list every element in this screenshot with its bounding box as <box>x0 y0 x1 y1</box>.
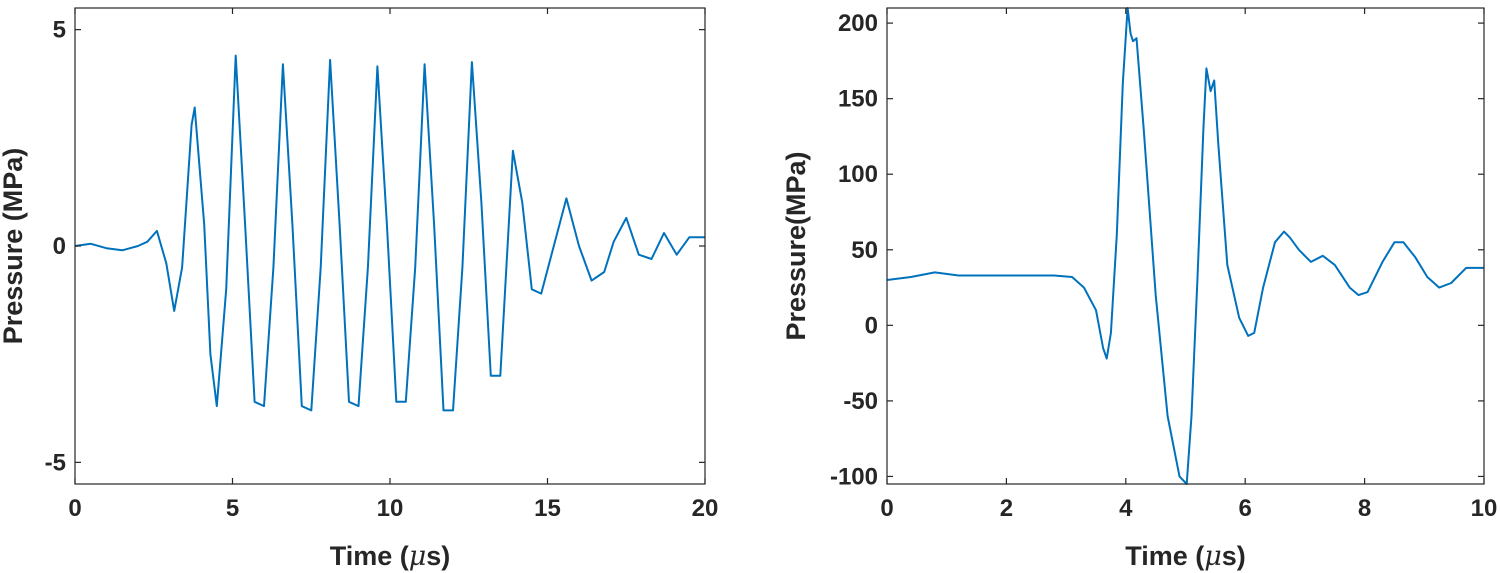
left-pressure-series-line <box>74 54 705 412</box>
left-y-tick-label: 5 <box>53 17 66 44</box>
right-x-axis-label-text: Time ( <box>1125 541 1204 571</box>
right-y-tick-label: -50 <box>843 388 878 415</box>
left-x-tick-label: 5 <box>226 495 239 522</box>
left-x-tick-label: 15 <box>534 495 561 522</box>
left-axes-frame <box>74 7 706 485</box>
right-x-tick-label: 0 <box>880 495 893 522</box>
left-x-axis-label-mu: μ <box>409 541 427 572</box>
left-x-tick-label: 0 <box>68 495 81 522</box>
right-x-tick-label: 4 <box>1119 495 1133 522</box>
right-x-axis-label-mu: μ <box>1204 541 1222 572</box>
right-x-tick-label: 6 <box>1239 495 1252 522</box>
right-x-tick-label: 8 <box>1358 495 1371 522</box>
left-y-tick-label: -5 <box>45 449 66 476</box>
right-y-tick-label: -100 <box>830 463 878 490</box>
left-y-axis-label: Pressure (MPa) <box>0 148 28 345</box>
right-y-tick-label: 50 <box>851 237 878 264</box>
right-x-tick-label: 10 <box>1471 495 1498 522</box>
right-pressure-series-line <box>886 7 1484 485</box>
right-y-tick-label: 150 <box>838 86 878 113</box>
right-y-tick-label: 0 <box>865 312 878 339</box>
right-y-tick-label: 100 <box>838 161 878 188</box>
right-x-axis-label: Time (μs) <box>1125 541 1246 572</box>
right-chart: 0 2 4 6 8 10 -100 -50 0 50 100 150 200 Time (μs) Press… <box>781 7 1498 572</box>
right-y-axis-label: Pressure(MPa) <box>781 151 811 340</box>
right-x-tick-label: 2 <box>1000 495 1013 522</box>
right-axes-frame <box>886 7 1485 485</box>
left-x-tick-label: 20 <box>692 495 719 522</box>
left-x-tick-label: 10 <box>377 495 404 522</box>
right-x-axis-label-unit: s) <box>1222 541 1246 571</box>
left-x-axis-label-unit: s) <box>426 541 450 571</box>
left-x-axis-label-text: Time ( <box>330 541 409 571</box>
left-x-axis-label: Time (μs) <box>330 541 451 572</box>
left-y-tick-label: 0 <box>53 233 66 260</box>
right-y-tick-label: 200 <box>838 10 878 37</box>
